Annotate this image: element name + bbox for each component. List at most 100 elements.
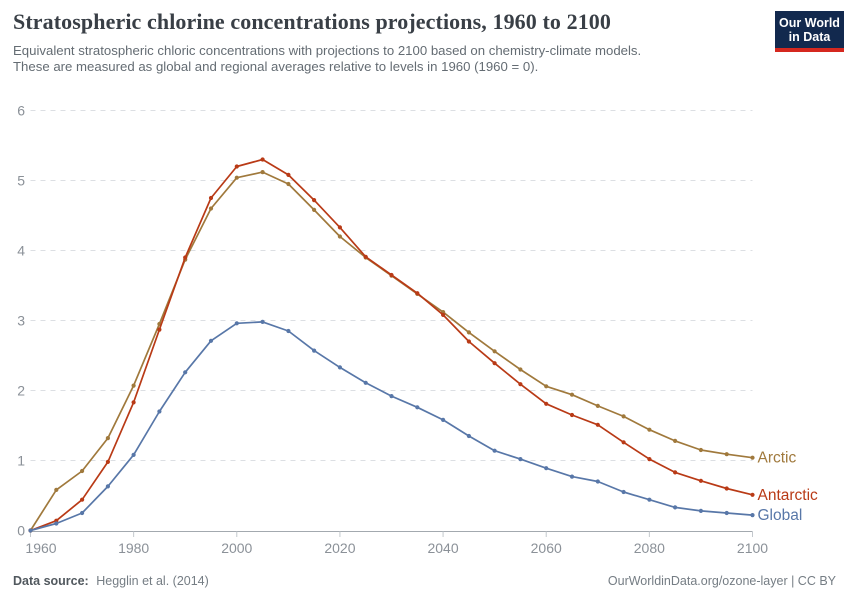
- data-point: [157, 409, 162, 414]
- data-point: [750, 513, 755, 518]
- data-point: [466, 330, 471, 335]
- data-point: [544, 401, 549, 406]
- series-line-arctic[interactable]: [29, 171, 753, 531]
- chart-header: Stratospheric chlorine concentrations pr…: [0, 0, 850, 75]
- data-point: [724, 510, 729, 516]
- data-source-value: Hegglin et al. (2014): [96, 574, 209, 588]
- data-point: [80, 510, 85, 516]
- data-point: [260, 319, 265, 324]
- data-point: [363, 380, 368, 385]
- data-point: [105, 436, 110, 441]
- data-point: [595, 479, 600, 484]
- data-point: [286, 181, 291, 187]
- data-point: [673, 470, 678, 475]
- data-point: [286, 328, 291, 334]
- data-point: [389, 394, 394, 399]
- legend-label-global[interactable]: Global: [758, 507, 803, 524]
- y-axis-tick-label: 4: [17, 243, 25, 259]
- data-point: [105, 459, 110, 464]
- data-point: [621, 414, 626, 419]
- data-point: [131, 383, 136, 388]
- data-point: [80, 468, 85, 474]
- y-axis-tick-label: 0: [17, 523, 25, 539]
- y-axis-tick-label: 6: [17, 103, 25, 119]
- data-point: [673, 505, 678, 510]
- series-arctic[interactable]: Arctic: [28, 170, 797, 533]
- data-point: [647, 457, 652, 462]
- data-point: [28, 528, 33, 533]
- data-point: [466, 339, 471, 344]
- y-axis-tick-label: 3: [17, 313, 25, 329]
- x-axis-tick-label: 2080: [634, 540, 665, 556]
- data-point: [260, 170, 265, 175]
- data-point: [544, 466, 549, 471]
- data-point: [492, 349, 497, 354]
- owid-logo[interactable]: Our World in Data: [775, 11, 844, 52]
- data-point: [131, 452, 136, 457]
- data-point: [724, 452, 729, 457]
- x-axis-tick-label: 2100: [737, 540, 768, 556]
- data-point: [312, 198, 317, 203]
- data-point: [673, 438, 678, 443]
- data-point: [492, 448, 497, 453]
- data-point: [595, 403, 600, 408]
- data-point: [569, 412, 575, 418]
- data-point: [698, 447, 704, 453]
- data-point: [157, 327, 162, 332]
- data-point: [208, 338, 214, 343]
- x-axis-tick-label: 2000: [221, 540, 252, 556]
- data-point: [750, 492, 755, 497]
- data-point: [621, 489, 626, 495]
- data-point: [312, 348, 317, 353]
- data-point: [208, 206, 214, 211]
- data-point: [698, 508, 704, 513]
- chart-subtitle-line2: These are measured as global and regiona…: [13, 59, 539, 74]
- data-point: [441, 417, 446, 422]
- y-axis-tick-label: 1: [17, 453, 25, 469]
- data-point: [337, 234, 342, 239]
- data-point: [750, 455, 755, 460]
- y-axis-tick-label: 2: [17, 383, 25, 399]
- data-point: [569, 474, 575, 479]
- data-point: [234, 321, 239, 326]
- data-point: [518, 367, 523, 372]
- x-axis-tick-label: 2060: [531, 540, 562, 556]
- chart-footer: Data source: Hegglin et al. (2014) OurWo…: [13, 574, 836, 588]
- data-point: [389, 272, 394, 278]
- data-point: [260, 157, 265, 162]
- data-point: [208, 195, 214, 201]
- x-axis-tick-label: 1980: [118, 540, 149, 556]
- data-point: [183, 370, 188, 375]
- credit-link[interactable]: OurWorldinData.org/ozone-layer | CC BY: [607, 574, 836, 588]
- page-title: Stratospheric chlorine concentrations pr…: [13, 9, 611, 34]
- series-line-antarctic[interactable]: [30, 158, 753, 532]
- data-source: Data source: Hegglin et al. (2014): [13, 574, 209, 588]
- data-point: [698, 478, 704, 483]
- data-point: [647, 427, 652, 432]
- data-source-label: Data source:: [13, 574, 89, 588]
- x-axis-tick-label: 1960: [25, 540, 56, 556]
- data-point: [492, 361, 497, 366]
- chart-subtitle-line1: Equivalent stratospheric chloric concent…: [13, 43, 642, 58]
- data-point: [441, 312, 446, 317]
- series-antarctic[interactable]: Antarctic: [28, 157, 819, 533]
- data-point: [337, 365, 342, 370]
- data-point: [724, 486, 729, 491]
- series-global[interactable]: Global: [28, 319, 803, 533]
- data-point: [183, 255, 188, 260]
- legend-label-arctic[interactable]: Arctic: [758, 450, 797, 467]
- logo-line1: Our World: [779, 16, 840, 30]
- data-point: [80, 497, 85, 502]
- x-axis-tick-label: 2020: [324, 540, 355, 556]
- data-point: [544, 384, 549, 389]
- data-point: [105, 484, 110, 489]
- data-point: [518, 457, 523, 462]
- data-point: [415, 291, 420, 296]
- data-point: [569, 392, 575, 397]
- data-point: [312, 207, 317, 212]
- legend-label-antarctic[interactable]: Antarctic: [758, 487, 819, 504]
- data-point: [518, 382, 523, 387]
- data-point: [647, 497, 652, 502]
- data-point: [363, 254, 368, 259]
